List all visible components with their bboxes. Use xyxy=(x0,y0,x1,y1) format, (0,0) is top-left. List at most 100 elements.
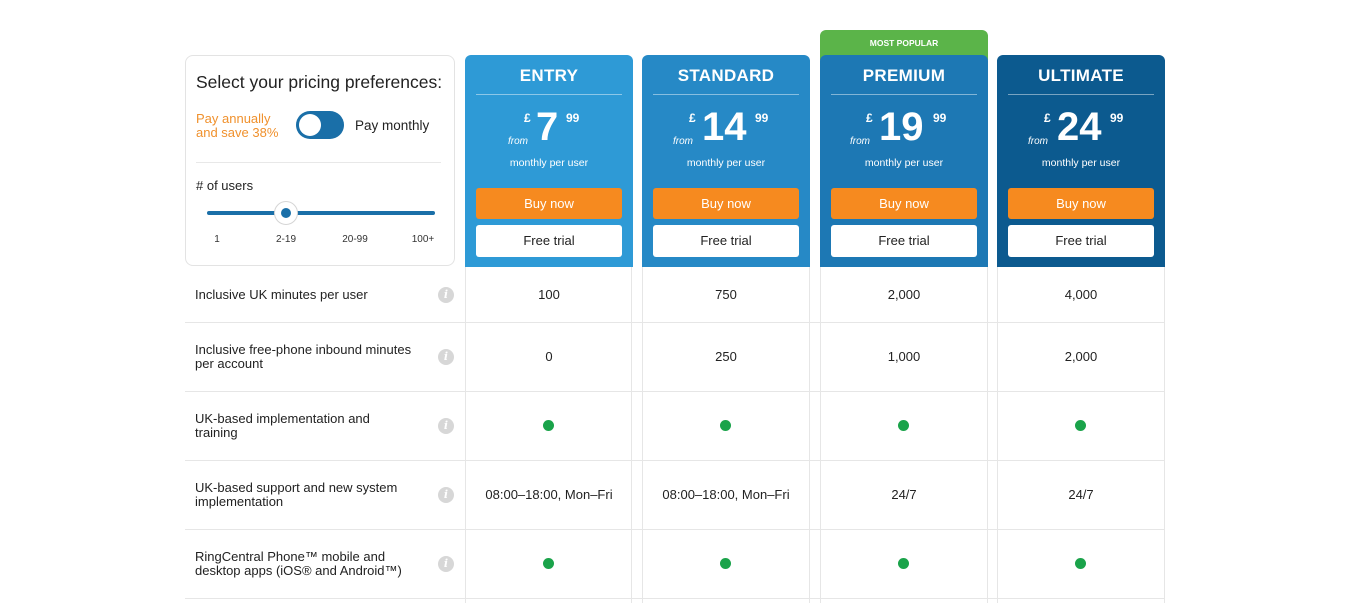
table-row: Inclusive UK minutes per user i 100 750 … xyxy=(185,267,1165,322)
row-divider xyxy=(185,322,1165,323)
from-label: from xyxy=(1028,136,1048,147)
feature-label-line: per account xyxy=(195,356,263,371)
table-cell: 08:00–18:00, Mon–Fri xyxy=(485,487,613,502)
column-divider xyxy=(809,267,810,603)
preferences-title: Select your pricing preferences: xyxy=(196,72,443,92)
row-divider xyxy=(185,460,1165,461)
feature-label-line: UK-based implementation and xyxy=(195,411,370,426)
feature-label-line: UK-based support and new system xyxy=(195,480,398,495)
currency-symbol: £ xyxy=(866,111,873,125)
pay-annually-option[interactable]: Pay annually and save 38% xyxy=(196,112,278,140)
price-period: monthly per user xyxy=(686,157,766,169)
row-divider xyxy=(185,391,1165,392)
included-dot-icon xyxy=(720,558,731,569)
from-label: from xyxy=(673,136,693,147)
column-divider xyxy=(820,267,821,603)
currency-symbol: £ xyxy=(1044,111,1051,125)
feature-label-line: RingCentral Phone™ mobile and xyxy=(195,549,386,564)
plan-name: STANDARD xyxy=(677,66,775,85)
table-cell: 2,000 xyxy=(887,287,921,302)
included-dot-icon xyxy=(1075,558,1086,569)
feature-label: UK-based implementation and training xyxy=(195,412,435,440)
divider xyxy=(196,162,441,163)
plan-price: £ from 7 99 xyxy=(465,105,633,151)
billing-period-toggle[interactable] xyxy=(296,111,344,139)
plan-name: ENTRY xyxy=(519,66,579,85)
free-trial-button-standard[interactable]: Free trial xyxy=(653,225,799,257)
table-cell: 24/7 xyxy=(1068,487,1094,502)
row-divider xyxy=(185,598,1165,599)
table-cell: 1,000 xyxy=(887,349,921,364)
price-amount: 7 xyxy=(536,105,559,149)
table-row: UK-based implementation and training i xyxy=(185,391,1165,460)
info-icon[interactable]: i xyxy=(438,487,454,503)
row-divider xyxy=(185,529,1165,530)
buy-now-button-ultimate[interactable]: Buy now xyxy=(1008,188,1154,219)
column-divider xyxy=(642,267,643,603)
pay-monthly-label[interactable]: Pay monthly xyxy=(355,118,430,133)
column-divider xyxy=(465,267,466,603)
divider xyxy=(1008,94,1154,95)
price-pence: 99 xyxy=(1110,111,1124,125)
buy-now-button-entry[interactable]: Buy now xyxy=(476,188,622,219)
info-icon[interactable]: i xyxy=(438,349,454,365)
feature-label-line: Inclusive UK minutes per user xyxy=(195,287,368,302)
plan-card-entry: ENTRY £ from 7 99 monthly per user Buy n… xyxy=(465,55,633,267)
price-pence: 99 xyxy=(755,111,769,125)
currency-symbol: £ xyxy=(689,111,696,125)
column-divider xyxy=(631,267,632,603)
feature-label-line: desktop apps (iOS® and Android™) xyxy=(195,563,402,578)
pricing-preferences-panel: Select your pricing preferences: Pay ann… xyxy=(185,55,455,266)
feature-label-line: training xyxy=(195,425,238,440)
free-trial-button-entry[interactable]: Free trial xyxy=(476,225,622,257)
table-cell: 0 xyxy=(545,349,553,364)
price-amount: 19 xyxy=(879,105,924,149)
users-slider-track[interactable] xyxy=(207,211,435,215)
info-icon[interactable]: i xyxy=(438,287,454,303)
feature-label: Inclusive UK minutes per user xyxy=(195,288,435,302)
users-tick-20-99[interactable]: 20-99 xyxy=(342,234,368,245)
buy-now-button-premium[interactable]: Buy now xyxy=(831,188,977,219)
buy-now-button-standard[interactable]: Buy now xyxy=(653,188,799,219)
info-icon[interactable]: i xyxy=(438,556,454,572)
plan-name: PREMIUM xyxy=(862,66,946,85)
users-tick-100-plus[interactable]: 100+ xyxy=(411,234,435,245)
table-cell: 08:00–18:00, Mon–Fri xyxy=(662,487,790,502)
price-pence: 99 xyxy=(933,111,947,125)
price-pence: 99 xyxy=(566,111,580,125)
toggle-knob xyxy=(299,114,321,136)
price-amount: 24 xyxy=(1057,105,1102,149)
included-dot-icon xyxy=(543,558,554,569)
users-tick-1[interactable]: 1 xyxy=(214,234,220,245)
feature-label: UK-based support and new system implemen… xyxy=(195,481,435,509)
table-row: Inclusive free-phone inbound minutes per… xyxy=(185,322,1165,391)
currency-symbol: £ xyxy=(524,111,531,125)
users-slider-handle[interactable] xyxy=(274,201,298,225)
price-period: monthly per user xyxy=(864,157,944,169)
column-divider xyxy=(1164,267,1165,603)
table-row: RingCentral Phone™ mobile and desktop ap… xyxy=(185,529,1165,598)
info-icon[interactable]: i xyxy=(438,418,454,434)
table-cell: 24/7 xyxy=(891,487,917,502)
table-cell: 4,000 xyxy=(1064,287,1098,302)
divider xyxy=(831,94,977,95)
feature-label-line: Inclusive free-phone inbound minutes xyxy=(195,342,412,357)
annual-savings-label: and save 38% xyxy=(196,125,279,140)
table-cell: 250 xyxy=(715,349,737,364)
included-dot-icon xyxy=(543,420,554,431)
users-label: # of users xyxy=(196,178,254,193)
included-dot-icon xyxy=(720,420,731,431)
price-period: monthly per user xyxy=(1041,157,1121,169)
free-trial-button-premium[interactable]: Free trial xyxy=(831,225,977,257)
free-trial-button-ultimate[interactable]: Free trial xyxy=(1008,225,1154,257)
column-divider xyxy=(997,267,998,603)
plan-card-premium: PREMIUM £ from 19 99 monthly per user Bu… xyxy=(820,55,988,267)
pay-annually-label: Pay annually xyxy=(196,111,271,126)
feature-label: RingCentral Phone™ mobile and desktop ap… xyxy=(195,550,435,578)
plan-price: £ from 19 99 xyxy=(820,105,988,151)
divider xyxy=(653,94,799,95)
plan-price: £ from 24 99 xyxy=(997,105,1165,151)
users-tick-2-19[interactable]: 2-19 xyxy=(275,234,297,245)
plan-price: £ from 14 99 xyxy=(642,105,810,151)
included-dot-icon xyxy=(898,420,909,431)
